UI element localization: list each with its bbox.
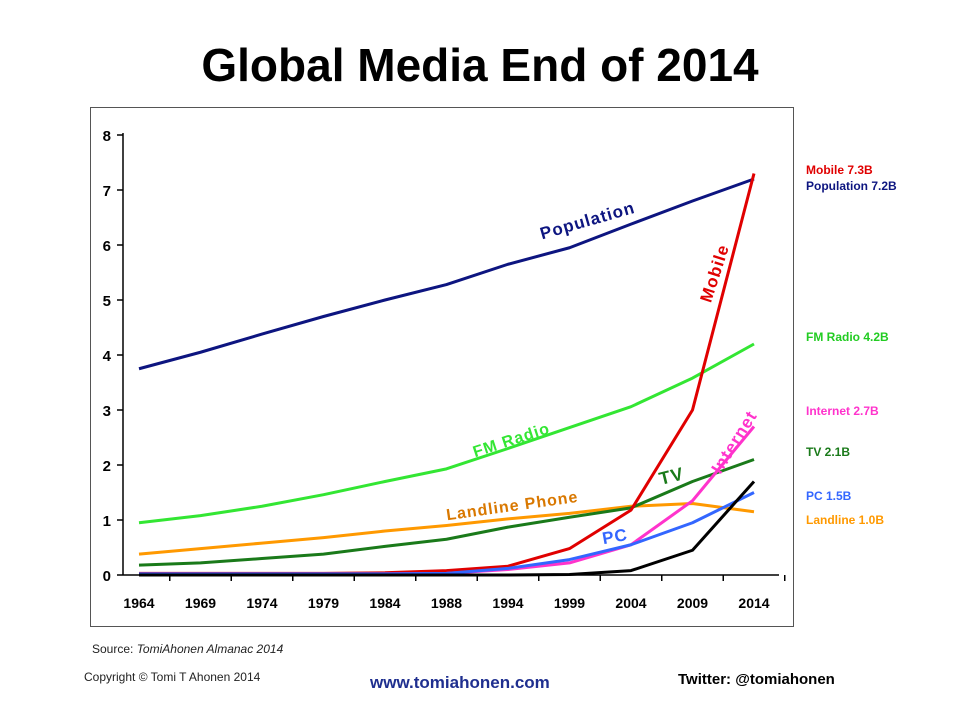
y-tick-label: 2: [103, 458, 111, 475]
source-note: Source: TomiAhonen Almanac 2014: [92, 642, 283, 656]
twitter-handle[interactable]: Twitter: @tomiahonen: [678, 671, 835, 688]
legend-internet: Internet 2.7B: [806, 404, 879, 418]
source-prefix: Source:: [92, 642, 137, 656]
legend-landline: Landline 1.0B: [806, 513, 884, 527]
legend-mobile: Mobile 7.3B: [806, 163, 873, 177]
x-tick-label: 2004: [615, 595, 646, 611]
source-name: TomiAhonen Almanac 2014: [137, 642, 284, 656]
legend-population: Population 7.2B: [806, 179, 897, 193]
y-tick-label: 8: [103, 128, 111, 145]
website-link[interactable]: www.tomiahonen.com: [370, 673, 550, 693]
x-tick-label: 1964: [123, 595, 154, 611]
series-line-internet: [139, 427, 754, 574]
x-tick-label: 2009: [677, 595, 708, 611]
y-tick-label: 7: [103, 183, 111, 200]
x-tick-label: 1984: [369, 595, 400, 611]
line-chart: 0 1 2 3 4 5 6 7 8 1964 1969 1974 1979 1984 1988 1994 199…: [91, 108, 795, 628]
y-tick-label: 0: [103, 568, 111, 585]
y-tick-label: 6: [103, 238, 111, 255]
x-tick-label: 1969: [185, 595, 216, 611]
y-tick-label: 4: [103, 348, 112, 365]
y-tick-label: 5: [103, 293, 111, 310]
y-tick-label: 1: [103, 513, 111, 530]
x-tick-label: 1994: [492, 595, 523, 611]
copyright-notice: Copyright © Tomi T Ahonen 2014: [84, 670, 260, 684]
annotation-fm-radio: FM Radio: [471, 420, 552, 461]
series-line-population: [139, 179, 754, 369]
x-tick-label: 1974: [246, 595, 277, 611]
legend-pc: PC 1.5B: [806, 489, 851, 503]
legend-fm-radio: FM Radio 4.2B: [806, 330, 889, 344]
x-tick-label: 2014: [738, 595, 769, 611]
plot-area: 0 1 2 3 4 5 6 7 8 1964 1969 1974 1979 1984 1988 1994 199…: [90, 107, 794, 627]
x-tick-label: 1988: [431, 595, 462, 611]
x-tick-label: 1979: [308, 595, 339, 611]
legend-tv: TV 2.1B: [806, 445, 850, 459]
x-tick-label: 1999: [554, 595, 585, 611]
annotation-population: Population: [538, 198, 637, 243]
chart-title: Global Media End of 2014: [0, 38, 960, 92]
y-tick-label: 3: [103, 403, 111, 420]
